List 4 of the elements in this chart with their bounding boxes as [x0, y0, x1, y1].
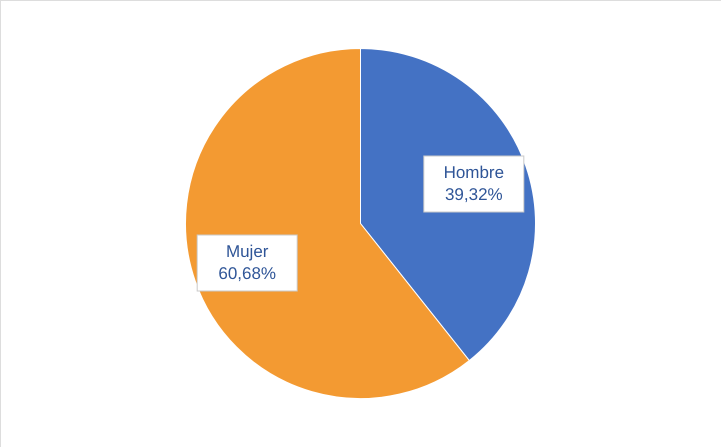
slice-label: Mujer: [226, 242, 269, 262]
data-label: 39,32%: [444, 184, 503, 204]
data-label: 60,68%: [218, 264, 276, 284]
slice-label: Hombre: [444, 162, 504, 182]
